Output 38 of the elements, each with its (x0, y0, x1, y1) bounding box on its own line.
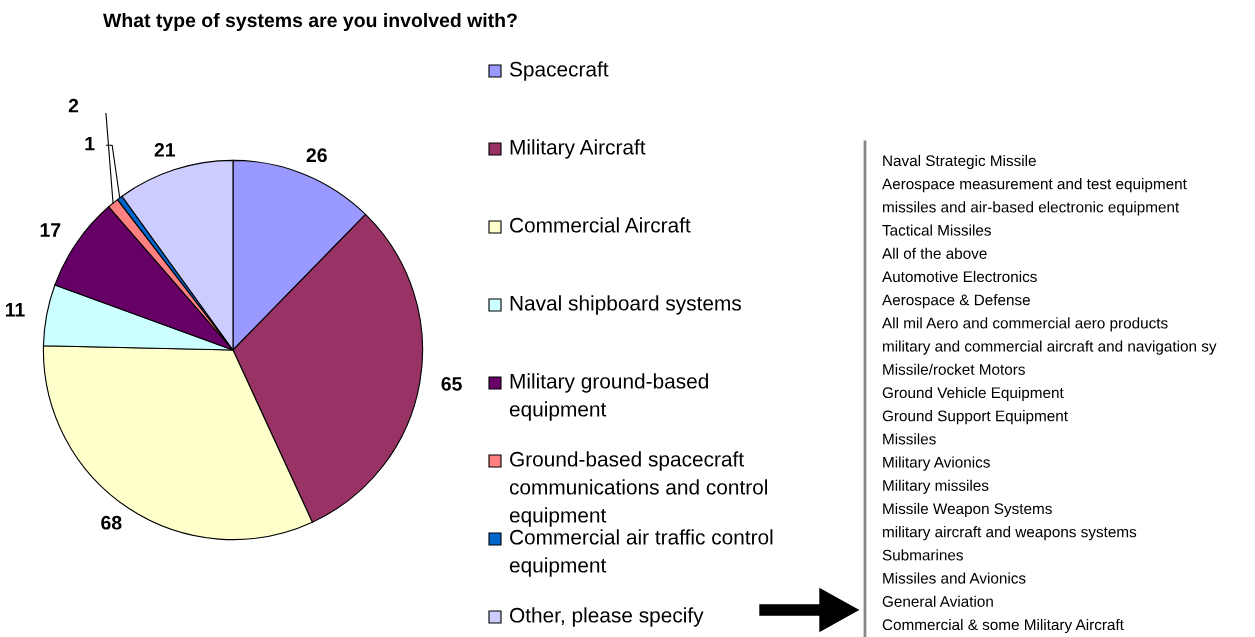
legend-label: Commercial Aircraft (510, 217, 691, 233)
text: Submarines (882, 549, 963, 561)
text: Ground Support Equipment (882, 410, 1068, 425)
data-label: 1 (85, 136, 95, 151)
data-label: 11 (5, 303, 25, 317)
text: Missile Weapon Systems (883, 502, 1052, 518)
data-label: 68 (101, 515, 122, 530)
text: Military missiles (883, 479, 989, 494)
legend-label: Military ground-based equipment (509, 373, 708, 421)
text: Tactical Missiles (882, 224, 991, 236)
text: missiles and air-based electronic equipment (883, 201, 1180, 216)
legend-label: Commercial air traffic control equipment (509, 529, 773, 577)
legend-label: Naval shipboard systems (510, 295, 741, 315)
data-label: 17 (40, 223, 61, 237)
text: Military Avionics (883, 456, 990, 471)
text: Ground Vehicle Equipment (882, 386, 1064, 402)
text: Missile/rocket Motors (883, 363, 1025, 375)
text: military aircraft and weapons systems (883, 526, 1137, 541)
text: Aerospace & Defense (882, 294, 1030, 309)
legend-label: Military Aircraft (510, 139, 646, 159)
text: Missiles (883, 433, 936, 445)
legend-label: Spacecraft (509, 61, 609, 81)
text: military and commercial aircraft and navigation sy (883, 340, 1217, 355)
data-label: 21 (154, 143, 176, 157)
data-label: 26 (306, 148, 327, 163)
data-label: 2 (68, 98, 79, 113)
text: Missiles and Avionics (883, 572, 1026, 584)
legend-label: Other, please specify (509, 607, 704, 627)
text: All mil Aero and commercial aero products (882, 317, 1168, 332)
text: Naval Strategic Missile (883, 154, 1036, 170)
text: All of the above (882, 247, 987, 259)
text: Commercial & some Military Aircraft (882, 618, 1124, 634)
text: Aerospace measurement and test equipment (882, 178, 1187, 193)
legend-label: Ground-based spacecraft communications and control equipment (509, 451, 767, 527)
text: Automotive Electronics (882, 270, 1037, 283)
data-label: 65 (441, 376, 462, 391)
chart-title: What type of systems are you involved with? (103, 12, 517, 32)
text: General Aviation (882, 595, 993, 607)
